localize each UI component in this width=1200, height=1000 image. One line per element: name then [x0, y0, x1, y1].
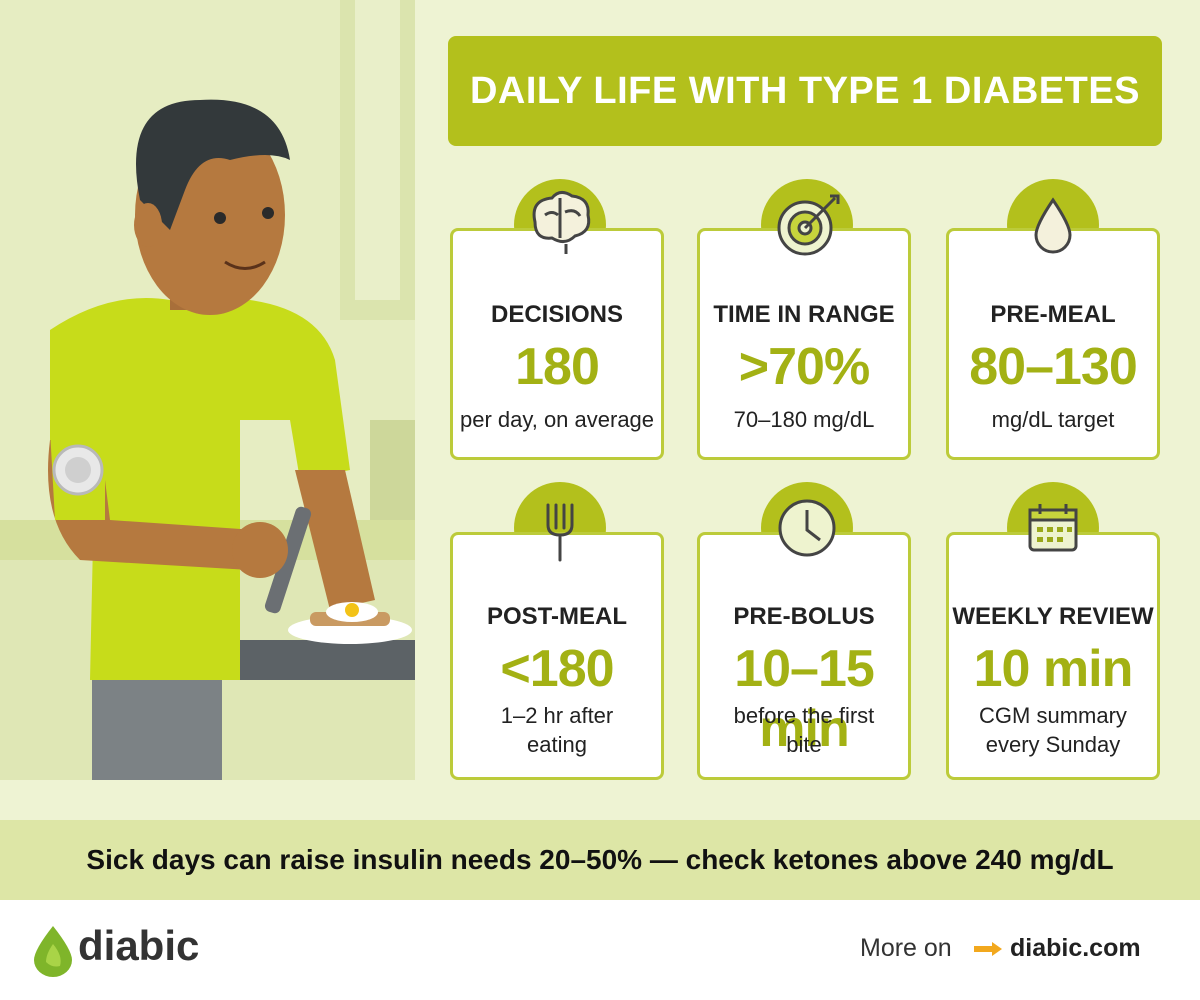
- stat-card: PRE-MEAL 80–130 mg/dL target: [946, 228, 1160, 460]
- card-value: 80–130: [969, 338, 1138, 396]
- stat-card: POST-MEAL <180 1–2 hr after eating: [450, 532, 664, 780]
- brand-name: diabic: [78, 922, 200, 969]
- card-value: <180: [500, 640, 614, 698]
- stat-card: PRE-BOLUS 10–15 min before the first bit…: [697, 532, 911, 780]
- card-note: 1–2 hr after eating: [500, 703, 614, 757]
- person: [48, 99, 375, 780]
- card-value: 180: [515, 338, 600, 396]
- card-note: before the first bite: [733, 703, 875, 757]
- card-label: POST-MEAL: [486, 603, 627, 630]
- card-note: CGM summary every Sunday: [979, 703, 1127, 757]
- stat-card: WEEKLY REVIEW 10 min CGM summary every S…: [946, 532, 1160, 780]
- title-banner: DAILY LIFE WITH TYPE 1 DIABETES: [448, 36, 1162, 146]
- card-note: per day, on average: [459, 407, 655, 432]
- logo-drop: [34, 926, 72, 977]
- card-label: PRE-BOLUS: [733, 603, 875, 630]
- card-label: DECISIONS: [490, 301, 624, 328]
- plate: [288, 602, 412, 644]
- site-link[interactable]: diabic.com: [1010, 934, 1141, 962]
- card-label: TIME IN RANGE: [713, 301, 895, 328]
- card-value: 10 min: [973, 640, 1134, 698]
- stat-card: DECISIONS 180 per day, on average: [450, 228, 664, 460]
- card-label: PRE-MEAL: [990, 301, 1116, 328]
- card-value: >70%: [738, 338, 870, 396]
- card-note: mg/dL target: [991, 407, 1115, 432]
- card-value: 10–15 min: [734, 640, 875, 758]
- card-label: WEEKLY REVIEW: [952, 603, 1154, 630]
- pointing-hand: [974, 942, 1002, 956]
- warning-banner: Sick days can raise insulin needs 20–50%…: [0, 820, 1200, 900]
- card-note: 70–180 mg/dL: [733, 407, 875, 432]
- stat-card: TIME IN RANGE >70% 70–180 mg/dL: [697, 228, 911, 460]
- more-text: More on: [860, 934, 952, 962]
